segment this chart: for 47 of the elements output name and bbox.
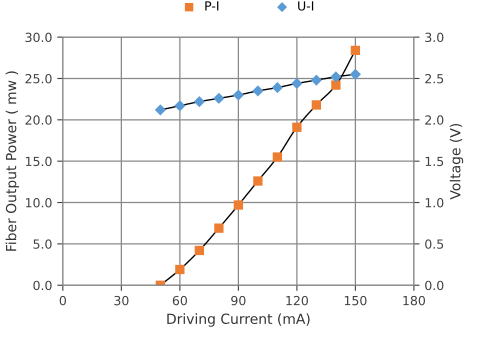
point — [331, 80, 341, 90]
point — [174, 100, 186, 112]
point — [154, 104, 166, 116]
point — [272, 152, 282, 162]
y2-tick-label: 1.5 — [426, 156, 444, 166]
point — [234, 200, 244, 210]
y-tick-label: 15.0 — [26, 156, 52, 166]
y2-tick-label: 0.0 — [425, 280, 444, 290]
x-tick-label: 90 — [231, 296, 246, 306]
point — [232, 89, 244, 101]
point — [292, 122, 302, 132]
point — [350, 68, 361, 80]
y2-axis-title: Voltage (V) — [450, 124, 464, 200]
point — [350, 46, 360, 56]
point — [253, 176, 263, 186]
y-tick-label: 30.0 — [26, 32, 52, 42]
y-tick-label: 0.0 — [33, 280, 52, 290]
x-tick-label: 60 — [172, 296, 187, 306]
x-tick-label: 120 — [286, 296, 308, 306]
point — [194, 96, 205, 108]
point — [194, 246, 204, 256]
x-tick-label: 0 — [60, 296, 66, 306]
legend-label: U-I — [298, 1, 314, 11]
x-tick-label: 180 — [403, 296, 426, 306]
point — [175, 264, 185, 274]
y-tick-label: 10.0 — [26, 198, 52, 208]
y-tick-label: 20.0 — [26, 115, 52, 125]
y2-tick-label: 1.0 — [426, 198, 444, 208]
point — [213, 92, 224, 104]
point — [291, 78, 302, 89]
point — [312, 100, 322, 110]
point — [310, 74, 322, 86]
y2-tick-label: 0.5 — [425, 239, 444, 249]
y2-tick-label: 2.0 — [425, 115, 444, 125]
x-tick-label: 30 — [114, 296, 128, 306]
point — [214, 224, 224, 233]
point — [330, 71, 342, 82]
y2-tick-label: 3.0 — [425, 32, 444, 42]
y2-tick-label: 2.5 — [425, 74, 444, 84]
y-tick-label: 5.0 — [34, 239, 52, 249]
y-tick-label: 25.0 — [26, 74, 52, 84]
point — [252, 85, 264, 96]
x-axis-title: Driving Current (mA) — [167, 313, 310, 327]
x-tick-label: 150 — [344, 296, 366, 306]
y-axis-title: Fiber Output Power ( mw ) — [6, 71, 20, 251]
legend-label: P-I — [205, 1, 218, 10]
point — [272, 82, 283, 94]
